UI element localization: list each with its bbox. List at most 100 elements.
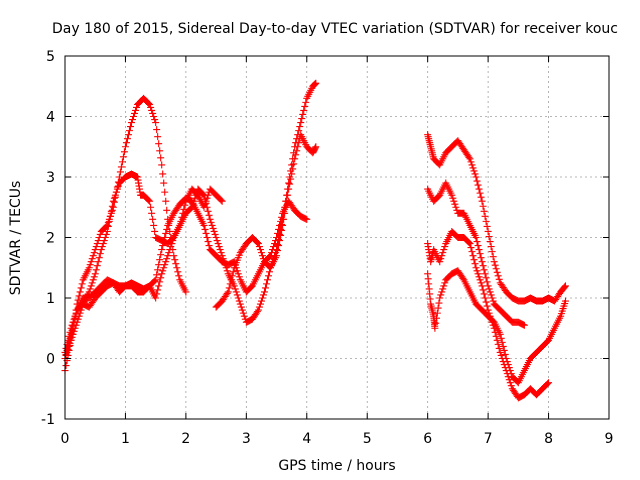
data-point-track-a bbox=[157, 154, 165, 162]
data-point-track-d bbox=[69, 322, 77, 330]
data-point-track-d bbox=[216, 246, 224, 254]
data-point-track-d bbox=[264, 272, 272, 280]
data-point-track-e bbox=[280, 215, 288, 223]
data-point-track-h bbox=[473, 267, 481, 275]
data-point-track-h bbox=[493, 336, 501, 344]
data-point-track-f bbox=[486, 238, 494, 246]
data-point-track-a bbox=[149, 109, 157, 117]
data-point-track-b bbox=[146, 197, 154, 205]
data-point-track-a bbox=[130, 113, 138, 120]
data-point-track-a bbox=[96, 230, 104, 238]
data-point-track-e bbox=[282, 203, 290, 211]
data-point-track-c bbox=[151, 277, 159, 285]
data-point-track-f bbox=[484, 227, 492, 235]
data-point-track-d bbox=[209, 224, 217, 232]
data-point-track-d bbox=[191, 194, 199, 202]
data-point-track-e bbox=[287, 175, 295, 183]
data-point-track-h bbox=[469, 252, 477, 260]
data-point-track-d bbox=[66, 334, 74, 342]
data-point-track-i bbox=[432, 319, 440, 327]
data-point-track-h bbox=[437, 255, 445, 263]
data-point-track-h bbox=[475, 273, 483, 281]
data-point-track-a bbox=[89, 252, 97, 260]
data-point-track-e bbox=[279, 221, 287, 229]
data-point-track-g bbox=[472, 234, 480, 241]
data-point-track-b bbox=[103, 227, 111, 235]
data-point-track-d bbox=[165, 249, 173, 257]
data-point-track-d bbox=[214, 240, 222, 248]
data-point-track-g bbox=[481, 270, 489, 278]
data-point-track-f bbox=[471, 170, 479, 178]
data-point-track-h bbox=[495, 344, 503, 352]
data-point-track-b bbox=[151, 227, 159, 235]
data-point-track-f bbox=[490, 258, 498, 266]
x-tick-label: 3 bbox=[242, 431, 251, 447]
data-point-track-d bbox=[259, 291, 267, 299]
data-point-track-h bbox=[465, 239, 473, 247]
x-tick-label: 0 bbox=[61, 431, 70, 447]
data-point-track-i bbox=[441, 279, 449, 287]
data-point-track-h bbox=[544, 380, 552, 388]
data-point-track-g bbox=[473, 238, 481, 246]
data-point-track-h bbox=[471, 260, 479, 268]
data-point-track-i bbox=[502, 355, 510, 362]
data-point-track-h bbox=[440, 246, 448, 254]
data-point-track-d bbox=[223, 267, 231, 275]
x-tick-label: 4 bbox=[302, 431, 311, 447]
data-point-track-d bbox=[190, 197, 198, 205]
data-point-track-c bbox=[154, 266, 162, 274]
data-point-track-a bbox=[119, 153, 127, 161]
data-point-track-e bbox=[289, 165, 297, 173]
data-point-track-h bbox=[472, 264, 480, 272]
data-point-track-h bbox=[479, 286, 487, 294]
data-point-track-i bbox=[504, 361, 512, 369]
data-point-track-d bbox=[295, 127, 303, 135]
data-point-track-b bbox=[109, 197, 117, 205]
x-tick-label: 8 bbox=[544, 431, 553, 447]
data-point-track-a bbox=[174, 268, 182, 276]
data-point-track-d bbox=[257, 297, 265, 305]
data-point-track-b bbox=[180, 205, 188, 213]
data-point-track-d bbox=[312, 79, 320, 87]
data-point-track-g bbox=[476, 250, 484, 258]
data-point-track-a bbox=[127, 119, 135, 127]
data-point-track-d bbox=[239, 309, 247, 317]
data-point-track-b bbox=[217, 196, 225, 204]
data-point-track-a bbox=[159, 170, 167, 178]
data-point-track-e bbox=[253, 239, 261, 247]
data-point-track-d bbox=[200, 191, 208, 199]
data-point-track-f bbox=[469, 164, 477, 172]
data-point-track-e bbox=[292, 151, 300, 159]
data-point-track-d bbox=[169, 237, 177, 245]
data-point-track-b bbox=[85, 288, 93, 296]
data-point-track-a bbox=[128, 116, 136, 124]
data-point-track-f bbox=[470, 167, 478, 175]
data-point-track-d bbox=[232, 288, 240, 296]
data-point-track-d bbox=[276, 230, 284, 238]
data-point-track-g bbox=[449, 194, 457, 202]
data-point-track-d bbox=[285, 179, 293, 187]
data-point-track-c bbox=[159, 242, 167, 250]
data-point-track-e bbox=[278, 226, 286, 234]
data-points bbox=[61, 79, 569, 402]
data-point-track-a bbox=[77, 284, 85, 292]
data-point-track-a bbox=[123, 135, 131, 143]
data-point-track-d bbox=[256, 300, 264, 308]
data-point-track-d bbox=[162, 258, 170, 266]
data-point-track-d bbox=[222, 264, 230, 272]
data-point-track-b bbox=[95, 254, 103, 262]
data-point-track-e bbox=[291, 155, 299, 163]
data-point-track-h bbox=[439, 249, 447, 257]
data-point-track-a bbox=[150, 113, 158, 120]
data-point-track-d bbox=[157, 274, 165, 282]
data-point-track-a bbox=[116, 168, 124, 176]
data-point-track-d bbox=[154, 286, 162, 294]
data-point-track-g bbox=[479, 262, 487, 270]
data-point-track-d bbox=[302, 98, 310, 106]
data-point-track-h bbox=[438, 252, 446, 260]
x-tick-label: 7 bbox=[484, 431, 493, 447]
data-point-track-e bbox=[254, 240, 262, 248]
data-point-track-b bbox=[112, 188, 120, 196]
data-point-track-a bbox=[120, 148, 128, 156]
data-point-track-a bbox=[151, 116, 159, 124]
